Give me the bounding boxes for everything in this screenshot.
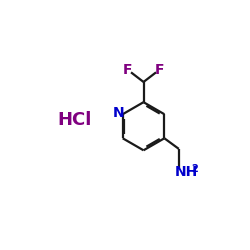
Text: 2: 2 xyxy=(192,164,198,174)
Text: N: N xyxy=(113,106,124,120)
Text: F: F xyxy=(123,63,132,77)
Text: F: F xyxy=(155,63,164,77)
Text: NH: NH xyxy=(174,164,198,178)
Text: HCl: HCl xyxy=(57,112,92,130)
